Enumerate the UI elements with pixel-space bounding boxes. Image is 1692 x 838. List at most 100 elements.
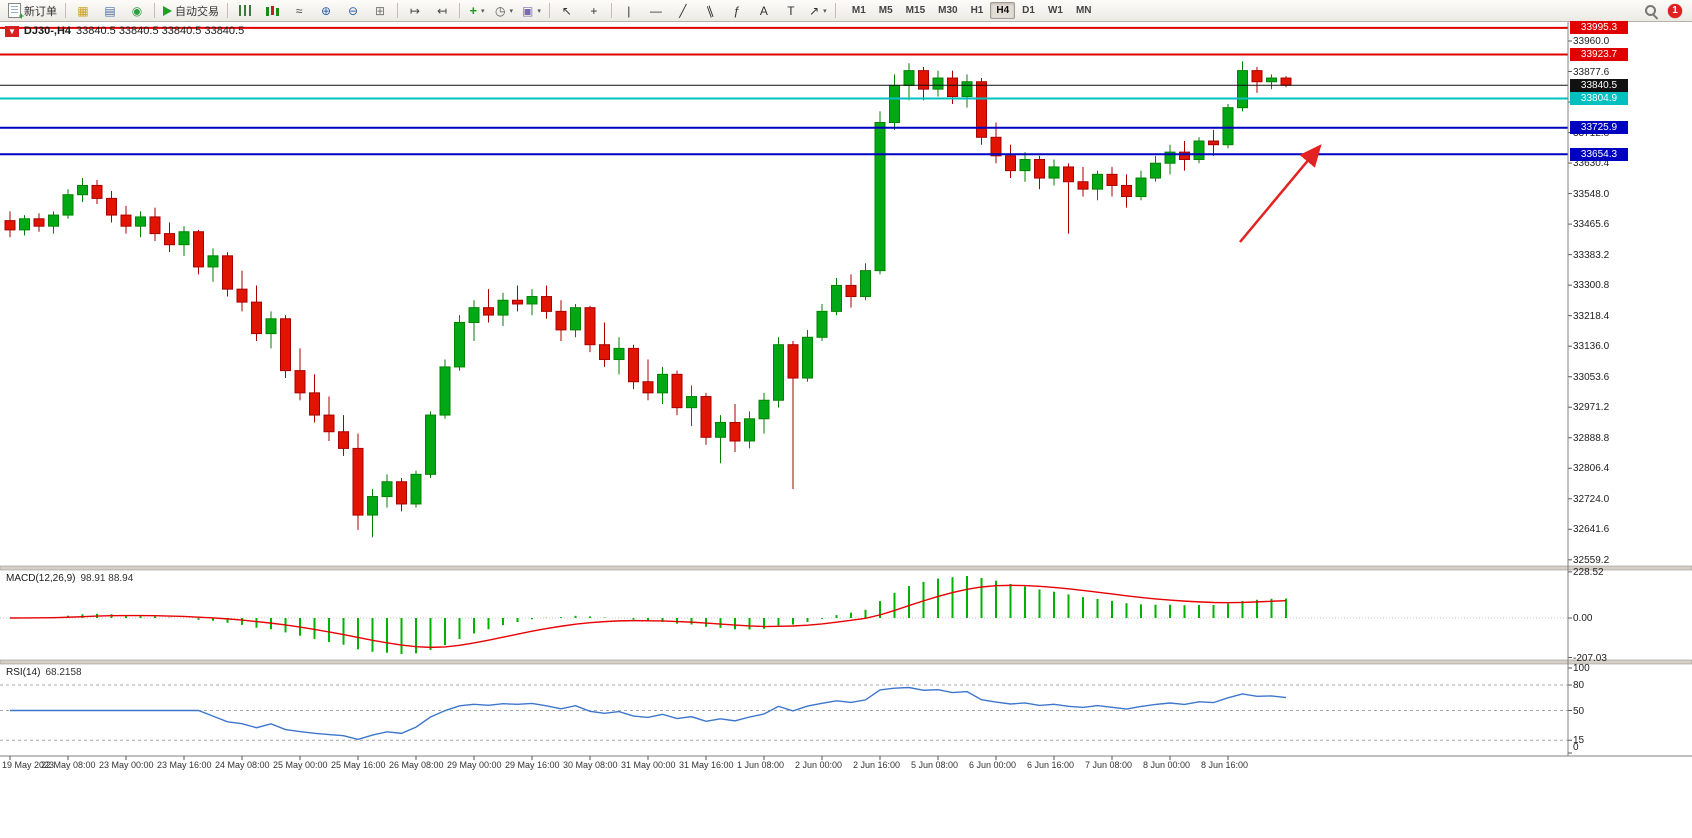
autotrade-button-label: 自动交易 [175,5,219,18]
periods-button[interactable]: ◷ ▾ [491,0,517,21]
channel-button[interactable]: ∥ [697,0,723,21]
templates-button[interactable]: ▣ ▾ [518,0,545,21]
time-label: 8 Jun 16:00 [1201,760,1249,770]
toolbar-separator [154,3,155,18]
price-tick-label: 33300.8 [1573,280,1610,292]
trendline-button[interactable]: ╱ [670,0,696,21]
timeframe-m5[interactable]: M5 [878,5,893,16]
rsi-scale-label: 80 [1573,680,1585,691]
horizontal-line-icon: — [649,3,662,18]
timeframe-m15[interactable]: M15 [905,5,926,16]
candle [265,311,277,349]
candle [526,289,538,316]
timeframe-mn[interactable]: MN [1075,5,1092,16]
autotrade-button[interactable]: 自动交易 [159,0,223,21]
vertical-line-icon: | [627,3,631,18]
price-tick-label: 33136.0 [1573,341,1610,353]
pane-separator[interactable] [0,659,1692,665]
horizontal-line-button[interactable]: — [643,0,669,21]
price-tag: 33840.5 [1570,78,1628,92]
toolbar-separator [610,3,612,18]
time-label: 7 Jun 08:00 [1085,760,1133,770]
candle [613,337,625,375]
candle [483,289,494,323]
notification-badge[interactable]: 1 [1668,3,1682,18]
templates-icon: ▣ [522,3,534,18]
candle [773,337,784,408]
time-label: 6 Jun 00:00 [969,760,1017,770]
arrow-annotation[interactable] [1239,144,1322,243]
zoom-out-button[interactable]: ⊖ [340,0,366,21]
candle [396,478,407,512]
auto-scroll-button[interactable]: ↦ [402,0,428,21]
timeframe-h4[interactable]: H4 [990,2,1016,19]
profiles-icon: ▤ [104,3,116,18]
time-label: 29 May 00:00 [447,760,502,770]
candle [990,122,1002,164]
periods-icon: ◷ [495,3,506,18]
candle [889,74,900,130]
price-tick-label: 32888.8 [1573,432,1610,444]
candle [686,385,697,427]
candle [1135,170,1147,201]
line-chart-button[interactable]: ≈ [286,0,312,21]
candle [91,179,103,204]
fibonacci-button[interactable]: ƒ [724,0,750,21]
text-button[interactable]: A [751,0,777,21]
chart-canvas[interactable] [0,22,1692,776]
timeframe-m30[interactable]: M30 [938,5,958,16]
tile-windows-button[interactable]: ⊞ [367,0,393,21]
chart-window[interactable]: ▼ DJ30-,H4 33840.5 33840.5 33840.5 33840… [0,21,1692,776]
price-tick-label: 32971.2 [1573,402,1610,414]
toolbar-separator [459,3,460,18]
timeframe-w1[interactable]: W1 [1047,5,1063,16]
candle [816,303,828,341]
toolbar: 新订单 ▦ ▤ ◉ 自动交易 ≈ ⊕⊖⊞ ↦↤ +▾◷▾▣▾ ↖ + | — ╱∥ ƒAT↗▾ M1 M5 M15… [0,0,1692,22]
new-order-button[interactable]: 新订单 [4,0,61,21]
timeframe-h1[interactable]: H1 [970,5,984,16]
timeframe-d1[interactable]: D1 [1022,5,1035,16]
bar-chart-button[interactable] [232,0,258,21]
time-axis[interactable]: 19 May 2023 22 May 08:00 23 May 00:00 23 Ma… [0,756,1692,776]
time-label: 8 Jun 00:00 [1143,760,1191,770]
price-tick-label: 33960.0 [1573,36,1610,47]
time-label: 23 May 00:00 [99,760,154,770]
cursor-button[interactable]: ↖ [554,0,580,21]
chart-shift-button[interactable]: ↤ [429,0,455,21]
candle [1106,166,1118,197]
market-watch-button[interactable]: ◉ [124,0,150,21]
price-tick-label: 32641.6 [1573,524,1610,536]
new-order-button-label: 新订单 [24,5,57,18]
fibonacci-icon: ƒ [733,3,741,18]
time-label: 30 May 08:00 [563,760,618,770]
profiles-button[interactable]: ▤ [97,0,123,21]
candle [831,278,842,316]
new-chart-button[interactable]: ▦ [70,0,96,21]
pane-separator[interactable] [0,565,1692,571]
price-tag: 33654.3 [1570,147,1628,161]
candle [120,205,132,234]
crosshair-button[interactable]: + [581,0,607,21]
candle [439,359,451,419]
candle [1179,141,1190,171]
candle [1266,74,1277,90]
vertical-line-button[interactable]: | [616,0,642,21]
candlestick-chart-button[interactable] [259,0,285,21]
indicators-button[interactable]: + ▾ [464,0,490,21]
price-tag: 33923.7 [1570,47,1628,61]
price-tick-label: 32724.0 [1573,493,1610,505]
arrows-button[interactable]: ↗ ▾ [805,0,831,21]
candle [1048,159,1060,186]
price-tag: 33995.3 [1570,21,1628,35]
candle [1150,155,1161,182]
price-tick-label: 33548.0 [1573,188,1610,200]
time-label: 6 Jun 16:00 [1027,760,1075,770]
market-watch-icon: ◉ [131,3,143,18]
zoom-in-button[interactable]: ⊕ [313,0,339,21]
label-button[interactable]: T [778,0,804,21]
line-chart-icon: ≈ [295,3,303,18]
search-icon[interactable] [1644,4,1658,18]
timeframe-m1[interactable]: M1 [851,5,866,16]
crosshair-icon: + [590,3,598,18]
candle [1077,166,1089,197]
